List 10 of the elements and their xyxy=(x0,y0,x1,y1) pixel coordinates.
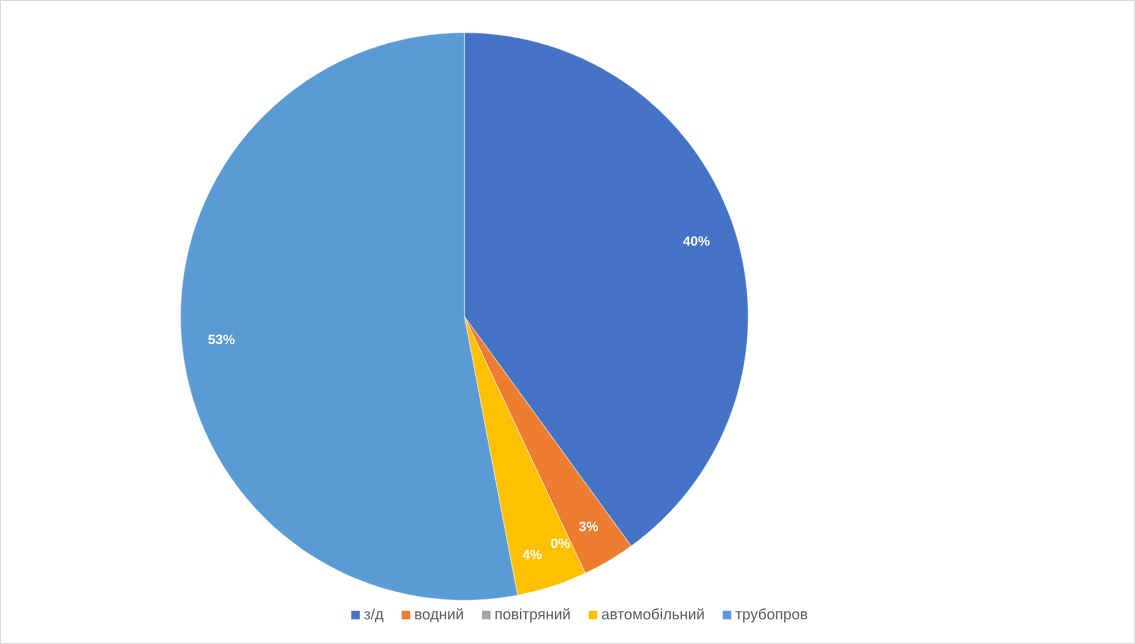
data-label: 4% xyxy=(522,549,542,560)
text: 0% xyxy=(551,538,570,549)
data-label: 40% xyxy=(683,236,710,246)
legend-label: з/д xyxy=(364,608,384,623)
data-label: 3% xyxy=(579,521,599,532)
legend-label: водний xyxy=(415,608,463,623)
legend-label: трубопров xyxy=(735,608,808,623)
data-label: 53% xyxy=(208,334,235,345)
legend-label: повітряний xyxy=(495,608,570,623)
legend-label: автомобільний xyxy=(601,608,704,620)
